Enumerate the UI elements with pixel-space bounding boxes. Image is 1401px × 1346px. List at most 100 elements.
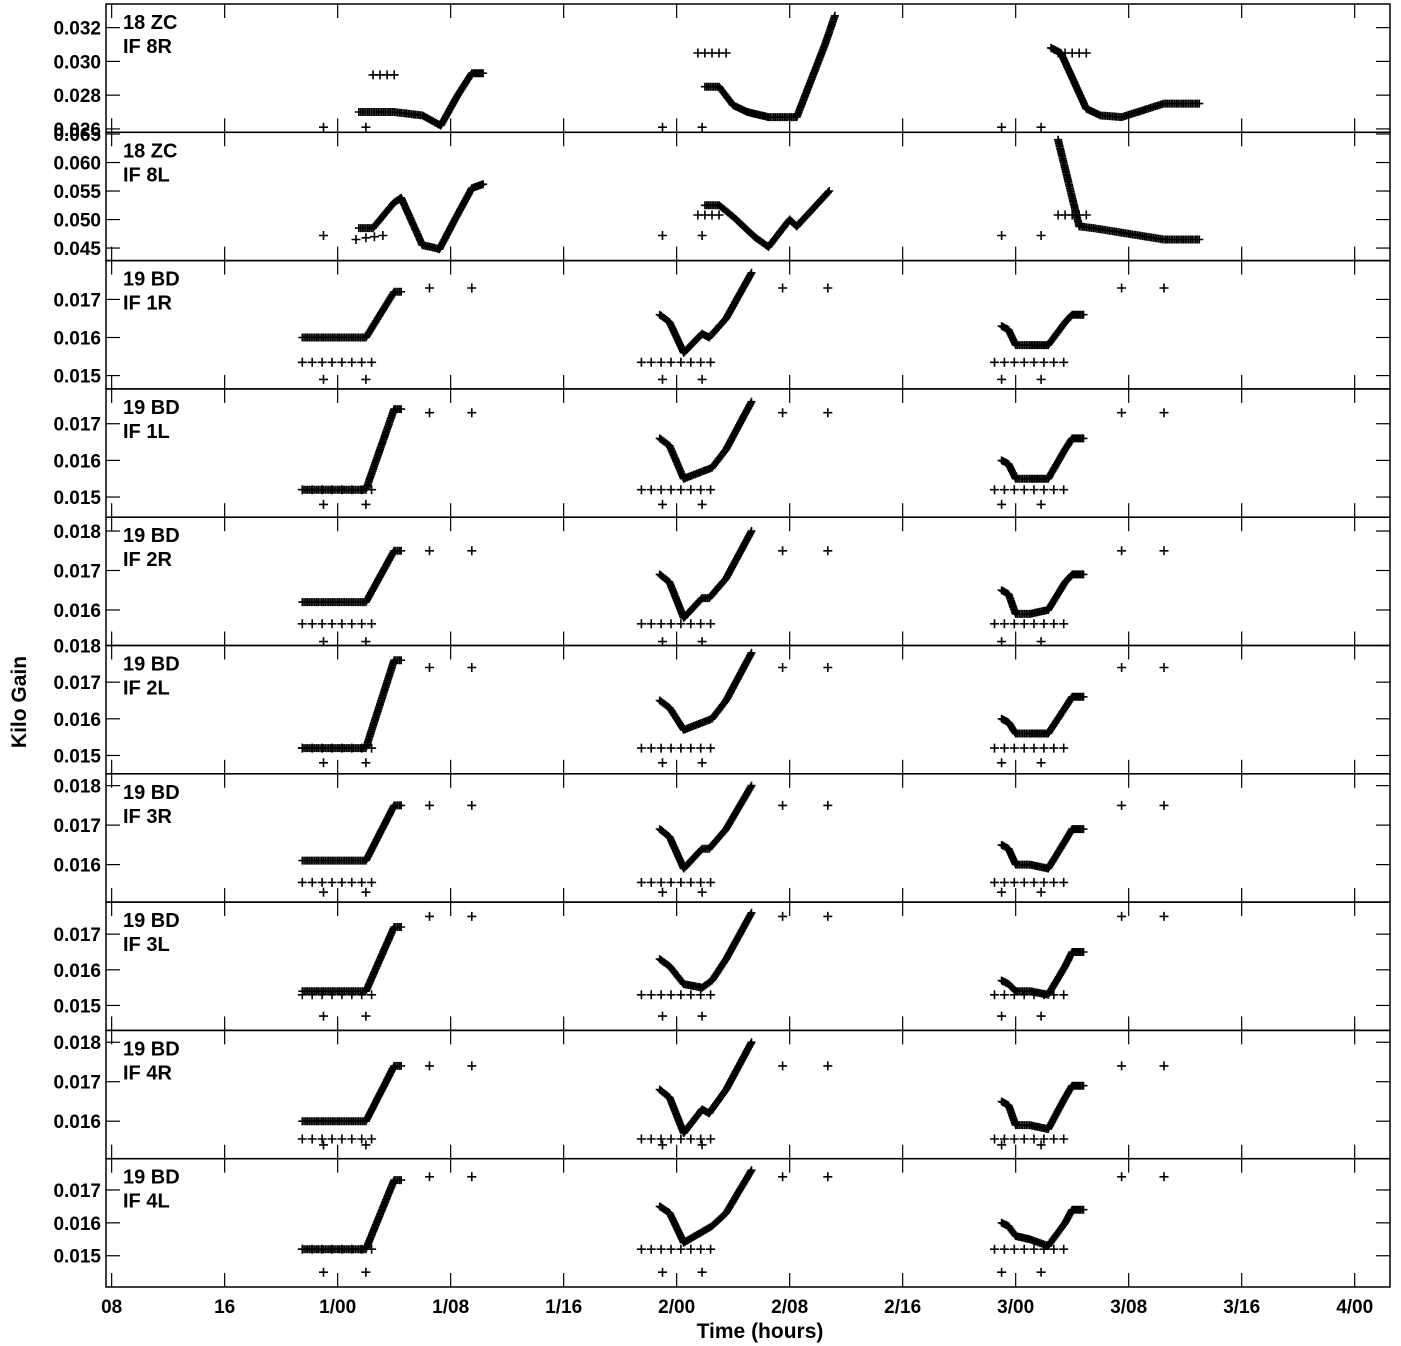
data-point <box>1059 877 1069 887</box>
data-point <box>467 1172 477 1182</box>
data-point <box>1009 619 1019 629</box>
data-point <box>676 357 686 367</box>
data-point <box>361 887 371 897</box>
data-point <box>367 485 377 495</box>
y-tick-label: 0.017 <box>53 1181 101 1202</box>
data-point <box>778 663 788 672</box>
data-point <box>823 1061 833 1071</box>
curve-markers <box>655 268 756 357</box>
gain-curve-1 <box>298 1061 406 1126</box>
data-point <box>676 1134 686 1144</box>
data-point <box>658 637 667 647</box>
data-point <box>307 743 317 753</box>
data-point <box>467 283 477 293</box>
data-point <box>1059 619 1069 629</box>
x-tick-label: 4/00 <box>1336 1297 1373 1318</box>
data-point <box>999 357 1009 367</box>
curve-markers <box>997 310 1088 350</box>
data-point <box>327 1134 337 1144</box>
y-tick-label: 0.028 <box>53 86 101 107</box>
data-point <box>676 619 686 629</box>
data-point <box>319 231 328 240</box>
data-point <box>823 800 833 810</box>
data-point <box>367 1134 377 1144</box>
x-tick-label: 2/16 <box>884 1297 921 1318</box>
data-point <box>361 637 371 647</box>
gain-curve-2 <box>655 908 756 992</box>
data-point <box>307 1244 317 1254</box>
x-tick-label: 2/00 <box>658 1297 695 1318</box>
data-point <box>1009 357 1019 367</box>
y-tick-label: 0.018 <box>53 1033 101 1054</box>
data-point <box>297 619 307 629</box>
gain-curve-3 <box>997 570 1088 618</box>
data-point <box>317 990 327 1000</box>
data-point <box>425 663 434 672</box>
data-point <box>646 877 656 887</box>
data-point <box>1117 1061 1127 1071</box>
y-tick-label: 0.015 <box>53 746 101 767</box>
curve-markers <box>655 648 756 734</box>
x-axis-title: Time (hours) <box>697 1320 824 1343</box>
panel-label-source: 19 BD <box>123 397 180 419</box>
data-point <box>1036 374 1046 384</box>
panel-label-source: 19 BD <box>123 269 180 291</box>
data-point <box>1029 619 1039 629</box>
data-point <box>307 877 317 887</box>
data-point <box>676 1244 686 1254</box>
data-point <box>1117 800 1127 810</box>
curve-markers <box>1054 135 1204 244</box>
data-point <box>696 619 706 629</box>
data-point <box>1059 990 1069 1000</box>
gain-curve-1 <box>298 923 406 996</box>
data-point <box>997 1011 1007 1021</box>
data-point <box>367 1244 377 1254</box>
data-point <box>1029 877 1039 887</box>
data-point <box>706 1244 716 1254</box>
y-tick-label: 0.017 <box>53 561 101 582</box>
data-point <box>1019 619 1029 629</box>
data-point <box>297 1244 307 1254</box>
panel-label-source: 18 ZC <box>123 140 177 162</box>
data-point <box>778 911 788 921</box>
x-tick-label: 08 <box>101 1297 122 1318</box>
gain-curve-1 <box>298 1176 406 1254</box>
y-tick-label: 0.060 <box>53 154 101 175</box>
data-point <box>686 619 696 629</box>
data-point <box>1019 877 1029 887</box>
curve-markers <box>997 434 1088 483</box>
data-point <box>319 1011 328 1021</box>
data-point <box>658 1140 667 1150</box>
data-point <box>997 1267 1007 1277</box>
data-point <box>646 357 656 367</box>
gain-curve-3 <box>1047 43 1204 122</box>
data-point <box>337 619 347 629</box>
data-point <box>425 546 434 556</box>
data-point <box>319 887 328 897</box>
y-tick-label: 0.065 <box>53 125 101 146</box>
y-tick-label: 0.045 <box>53 239 101 260</box>
data-point <box>666 619 676 629</box>
data-point <box>347 1244 357 1254</box>
data-point <box>1159 663 1169 672</box>
curve-markers <box>997 570 1088 618</box>
data-point <box>361 122 371 132</box>
data-point <box>656 485 666 495</box>
data-point <box>1117 546 1127 556</box>
data-point <box>656 1134 666 1144</box>
data-point <box>1117 911 1127 921</box>
gain-curve-1 <box>354 180 488 254</box>
data-point <box>347 743 357 753</box>
y-tick-label: 0.016 <box>53 710 101 731</box>
data-point <box>1019 485 1029 495</box>
data-point <box>1029 743 1039 753</box>
data-point <box>721 48 731 58</box>
gain-curve-3 <box>997 948 1088 999</box>
data-point <box>1036 1140 1046 1150</box>
data-point <box>1159 408 1169 418</box>
data-point <box>337 877 347 887</box>
data-point <box>1049 485 1059 495</box>
gain-curve-3 <box>1054 135 1204 244</box>
data-point <box>1019 1244 1029 1254</box>
